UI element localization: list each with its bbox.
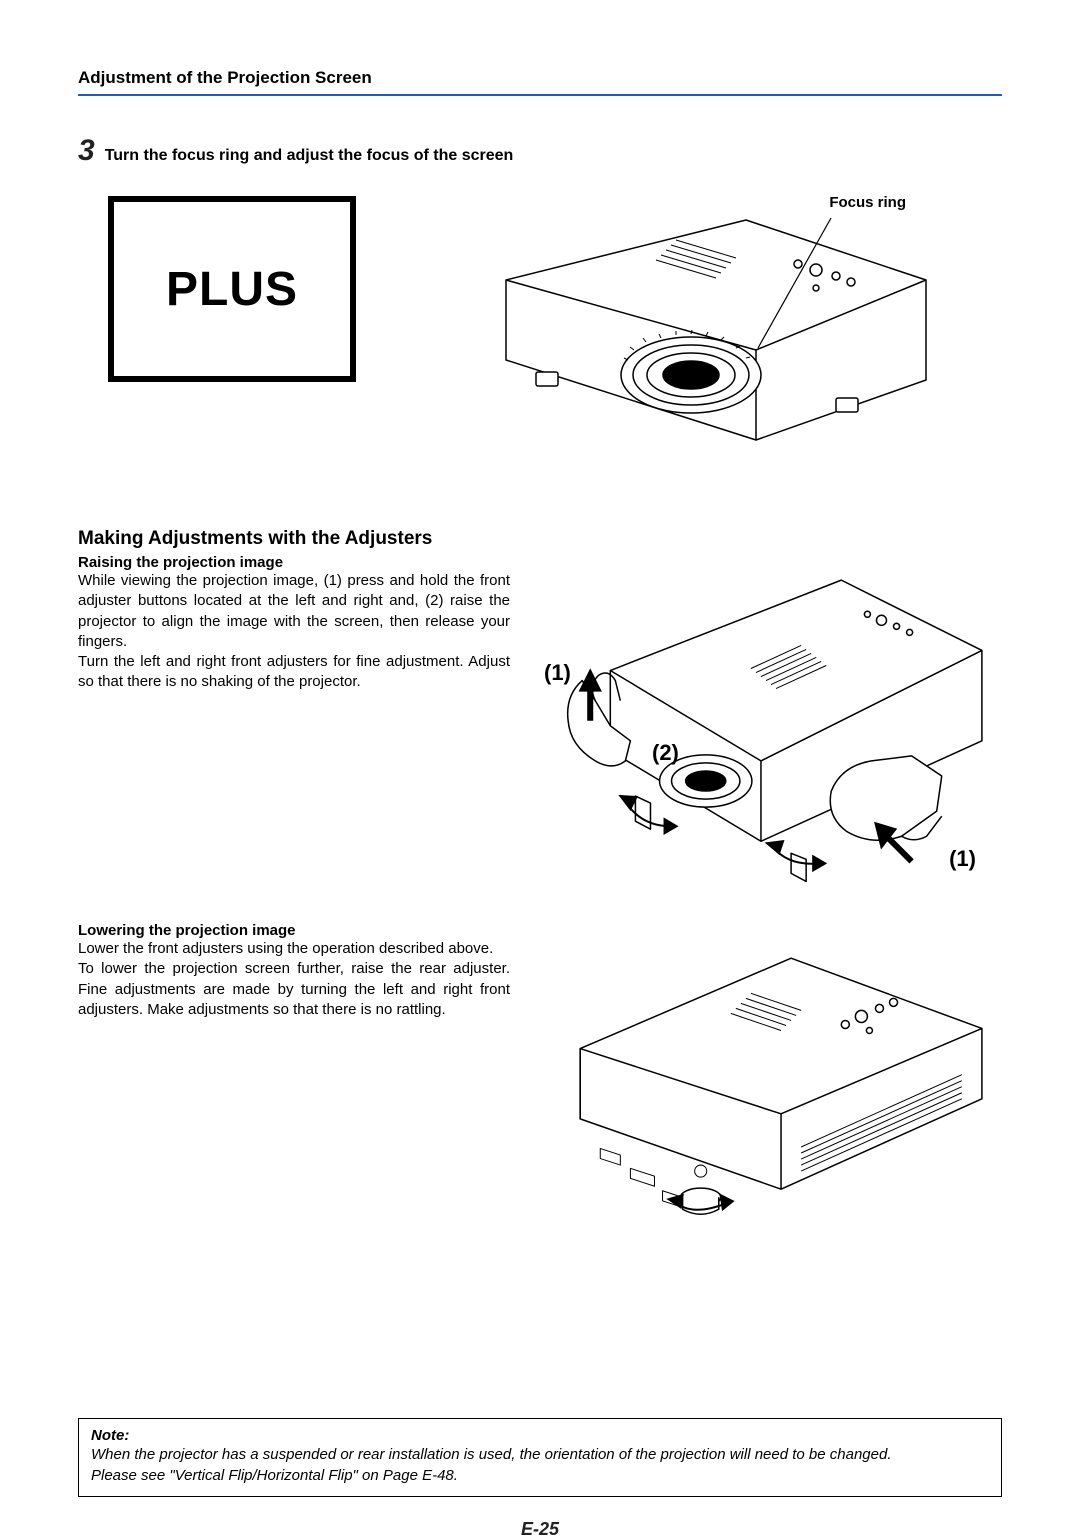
annot-2: (2) — [652, 740, 679, 766]
raising-subtitle: Raising the projection image — [78, 554, 510, 571]
annot-1-right: (1) — [949, 846, 976, 872]
step3-row: 3 Turn the focus ring and adjust the foc… — [78, 136, 1002, 166]
lowering-illustration — [540, 918, 1002, 1218]
plus-screen-box: PLUS — [108, 196, 356, 382]
focus-row: PLUS Focus ring — [78, 190, 1002, 450]
raising-row: Raising the projection image While viewi… — [78, 550, 1002, 890]
step3-text: Turn the focus ring and adjust the focus… — [105, 147, 514, 165]
page-content: Adjustment of the Projection Screen 3 Tu… — [78, 68, 1002, 1540]
focus-ring-illustration: Focus ring — [496, 190, 936, 450]
adjusters-title: Making Adjustments with the Adjusters — [78, 528, 1002, 550]
lowering-row: Lowering the projection image Lower the … — [78, 918, 1002, 1218]
focus-ring-label: Focus ring — [829, 194, 906, 211]
lowering-svg — [540, 918, 1002, 1219]
step3-number: 3 — [78, 136, 95, 166]
raising-text-col: Raising the projection image While viewi… — [78, 550, 510, 693]
raising-svg — [540, 550, 1002, 891]
lowering-p2: To lower the projection screen further, … — [78, 959, 510, 1020]
raising-p2: Turn the left and right front adjusters … — [78, 652, 510, 693]
header-rule — [78, 94, 1002, 96]
note-line2: Please see "Vertical Flip/Horizontal Fli… — [91, 1465, 989, 1486]
plus-label: PLUS — [166, 262, 298, 317]
note-line1: When the projector has a suspended or re… — [91, 1444, 989, 1465]
annot-1-left: (1) — [544, 660, 571, 686]
note-label: Note: — [91, 1427, 989, 1444]
note-box: Note: When the projector has a suspended… — [78, 1418, 1002, 1497]
projector-front-svg — [496, 190, 936, 450]
raising-illustration: (1) (2) (1) — [540, 550, 1002, 890]
lowering-p1: Lower the front adjusters using the oper… — [78, 939, 510, 959]
lowering-subtitle: Lowering the projection image — [78, 922, 510, 939]
page-number: E-25 — [78, 1519, 1002, 1540]
header-title: Adjustment of the Projection Screen — [78, 68, 1002, 94]
lowering-text-col: Lowering the projection image Lower the … — [78, 918, 510, 1020]
raising-p1: While viewing the projection image, (1) … — [78, 571, 510, 652]
